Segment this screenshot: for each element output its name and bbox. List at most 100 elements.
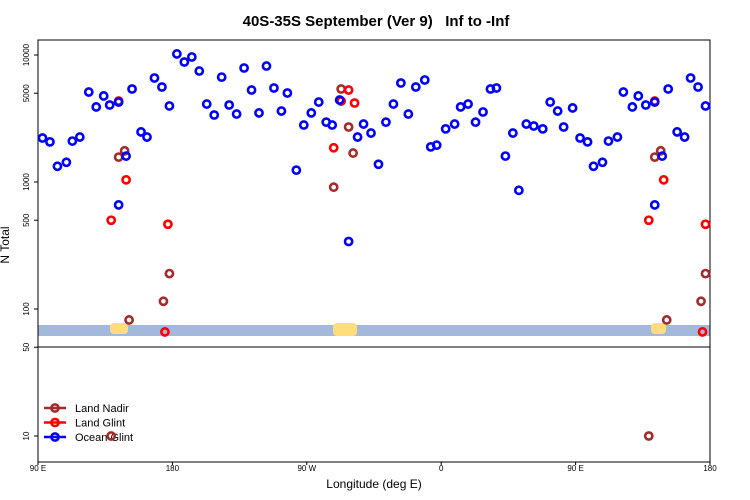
data-point (171, 49, 182, 59)
data-point (142, 132, 152, 142)
data-point (633, 91, 644, 101)
data-point (582, 136, 593, 147)
data-point (349, 98, 360, 108)
data-point (352, 132, 363, 142)
data-point (558, 122, 569, 132)
legend: Land Nadir Land Glint Ocean Glint (44, 403, 133, 444)
legend-label: Ocean Glint (75, 432, 133, 444)
data-point (124, 315, 134, 325)
data-point (164, 268, 175, 279)
data-point (567, 103, 578, 113)
data-point (348, 148, 358, 158)
data-point (661, 315, 672, 325)
data-point (246, 85, 257, 95)
data-point (672, 127, 683, 137)
data-point (449, 119, 460, 129)
legend-marker (50, 403, 60, 413)
data-point (327, 120, 338, 130)
data-point (655, 145, 666, 156)
data-point (157, 82, 167, 92)
ocean-strip (38, 325, 710, 336)
data-point (52, 161, 63, 172)
data-point (507, 128, 518, 138)
data-point (336, 84, 347, 94)
data-point (261, 61, 272, 71)
data-point (403, 109, 414, 119)
data-point (491, 83, 502, 93)
x-axis-label: Longitude (deg E) (326, 477, 421, 491)
data-point (276, 106, 287, 116)
data-point (513, 185, 524, 196)
data-point (74, 132, 85, 142)
data-point (440, 123, 451, 134)
data-point (552, 106, 563, 116)
legend-marker (50, 432, 60, 442)
data-point (627, 102, 638, 112)
data-point (328, 182, 339, 193)
data-point (658, 174, 669, 185)
data-point (343, 85, 354, 95)
data-point (282, 88, 293, 98)
data-point (98, 91, 109, 101)
data-point (388, 99, 399, 109)
data-point (194, 66, 205, 76)
data-point (121, 151, 132, 161)
y-tick-label: 10 (22, 431, 31, 440)
surface-strip (38, 323, 710, 336)
data-point (201, 99, 212, 109)
data-point (269, 83, 279, 93)
data-point (61, 157, 72, 168)
data-point (381, 117, 391, 128)
data-point (127, 84, 137, 94)
data-point (291, 165, 302, 176)
data-point (455, 102, 466, 112)
data-point (366, 128, 376, 138)
data-point (685, 73, 696, 83)
data-point (179, 57, 190, 67)
data-point (470, 117, 481, 128)
data-point (679, 132, 690, 142)
data-point (657, 151, 668, 161)
data-point (306, 108, 317, 118)
data-point (119, 145, 130, 156)
data-point (395, 78, 406, 88)
data-point (649, 152, 660, 163)
legend-label: Land Glint (75, 418, 125, 430)
x-tick-label: 0 (439, 464, 444, 473)
data-point (106, 431, 117, 441)
data-point (410, 82, 421, 92)
data-point (649, 200, 660, 210)
legend-marker (50, 417, 60, 428)
data-point (612, 132, 623, 142)
data-point (700, 268, 711, 279)
data-point (431, 140, 442, 151)
data-point (696, 296, 706, 307)
data-point (163, 219, 173, 230)
land-strip (333, 323, 357, 336)
land-strip (651, 323, 666, 334)
data-point (113, 200, 124, 210)
y-tick-label: 500 (22, 213, 31, 227)
y-tick-label: 10000 (22, 43, 31, 66)
data-point (649, 97, 660, 107)
x-tick-label: 90 W (297, 464, 316, 473)
data-point (463, 99, 473, 109)
data-point (700, 101, 711, 111)
data-point (186, 52, 197, 62)
data-point (164, 101, 175, 111)
y-tick-label: 5000 (22, 84, 31, 102)
data-point (545, 97, 556, 107)
data-point (575, 133, 585, 143)
data-point (106, 215, 117, 226)
legend-label: Land Nadir (75, 403, 129, 415)
data-point (663, 84, 674, 94)
data-point (693, 82, 703, 92)
data-point (528, 121, 539, 131)
data-point (343, 236, 354, 247)
y-tick-label: 100 (22, 302, 31, 316)
data-point (160, 327, 170, 337)
data-point (83, 87, 94, 97)
data-point (239, 63, 249, 73)
data-point (113, 152, 124, 163)
